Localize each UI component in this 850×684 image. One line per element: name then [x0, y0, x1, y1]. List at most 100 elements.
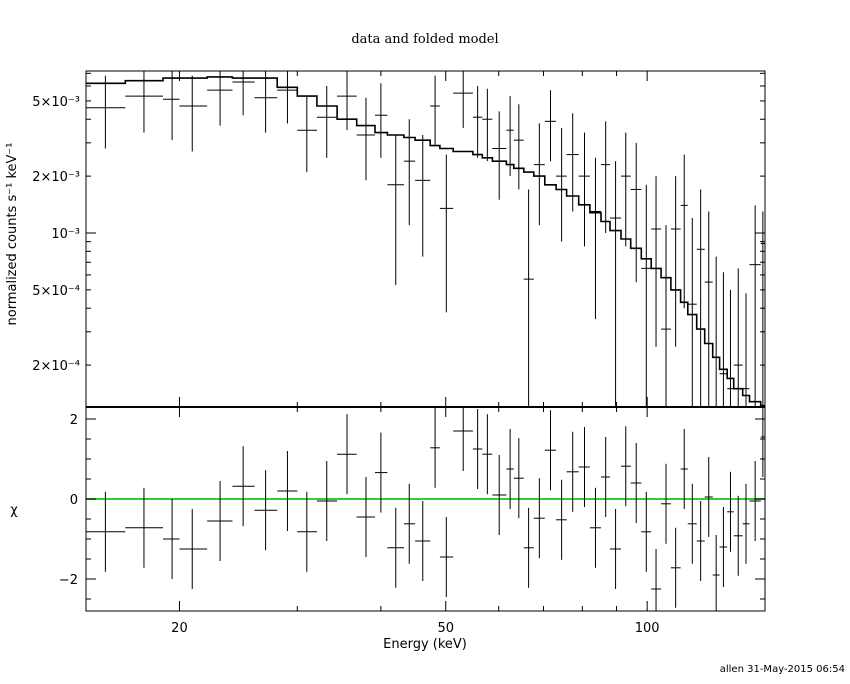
residual-point [316, 461, 338, 541]
x-tick-label: 50 [437, 621, 454, 636]
data-point [621, 132, 631, 247]
residual-point [277, 451, 298, 531]
data-point [733, 268, 743, 407]
residual-point [641, 491, 652, 572]
data-point [439, 154, 454, 313]
data-point [492, 111, 507, 200]
data-point [430, 75, 440, 146]
y-tick-label-top: 5×10⁻⁴ [32, 284, 80, 299]
residual-point [356, 477, 376, 557]
data-point [641, 184, 652, 407]
data-point [297, 96, 317, 173]
residual-point [403, 483, 416, 564]
residual-point [727, 471, 734, 552]
data-point [696, 189, 705, 407]
residual-point [254, 470, 278, 551]
data-point [207, 71, 233, 126]
bottom-axis-ticks: 20 50 100 −2 0 2 [59, 407, 765, 636]
data-point [387, 135, 404, 286]
residual-point [749, 461, 761, 541]
data-point [742, 293, 750, 407]
data-point [277, 71, 298, 124]
residual-point [523, 507, 534, 588]
data-point [453, 71, 473, 128]
data-point [179, 75, 208, 152]
data-point [578, 132, 590, 247]
residual-point [513, 438, 524, 519]
data-point [589, 157, 601, 320]
residual-point [630, 443, 642, 523]
residual-point [337, 414, 357, 495]
residual-point [232, 446, 255, 527]
data-point [403, 119, 416, 226]
residual-point [687, 483, 697, 564]
data-points-group [86, 71, 765, 407]
data-point [600, 121, 611, 234]
data-point [544, 90, 557, 162]
top-axis-ticks: 2×10⁻⁴ 5×10⁻⁴ 10⁻³ 2×10⁻³ 5×10⁻³ [32, 71, 765, 407]
residual-point [704, 457, 713, 537]
data-point [506, 96, 514, 177]
bottom-plot-frame [85, 406, 766, 612]
data-point [719, 272, 728, 407]
residual-points-group [86, 407, 765, 611]
residual-point [733, 495, 743, 576]
y-tick-label-top: 2×10⁻³ [32, 170, 80, 185]
residual-point [544, 410, 557, 491]
residual-point [492, 455, 507, 535]
data-point [472, 85, 483, 158]
x-axis-label: Energy (keV) [383, 637, 467, 652]
data-point [749, 205, 761, 407]
chart-title: data and folded model [351, 32, 498, 47]
residual-point [670, 527, 681, 608]
residual-point [661, 463, 671, 544]
residual-point [163, 499, 180, 579]
x-tick-label: 20 [171, 621, 188, 636]
residual-point [415, 501, 431, 581]
data-point [356, 97, 376, 181]
bottom-y-axis-label: χ [10, 503, 18, 518]
top-panel: 2×10⁻⁴ 5×10⁻⁴ 10⁻³ 2×10⁻³ 5×10⁻³ normalized … [5, 70, 766, 408]
residual-point [566, 431, 579, 512]
residual-point [760, 407, 765, 477]
data-point [125, 71, 164, 133]
residual-point [482, 414, 493, 495]
data-point [727, 289, 734, 407]
folded-model-line [86, 76, 765, 407]
residual-point [742, 483, 750, 564]
data-point [712, 256, 720, 407]
residual-point [533, 478, 545, 559]
data-point [482, 88, 493, 162]
residual-point [610, 509, 622, 589]
residual-point [125, 487, 164, 568]
y-tick-label-bottom: 2 [70, 413, 78, 428]
residual-point [179, 509, 208, 589]
data-point [163, 71, 180, 141]
residual-point [556, 479, 567, 560]
residual-point [297, 491, 317, 572]
top-plot-frame [85, 70, 766, 408]
residual-point [600, 437, 611, 517]
data-point [523, 189, 534, 407]
residual-point [207, 481, 233, 561]
y-tick-label-top: 2×10⁻⁴ [32, 359, 80, 374]
data-point [566, 113, 579, 212]
top-y-axis-label: normalized counts s⁻¹ keV⁻¹ [5, 143, 20, 326]
residual-point [651, 549, 662, 611]
data-point [760, 211, 765, 407]
residual-point [472, 409, 483, 489]
residual-point [680, 429, 688, 509]
data-point [630, 142, 642, 283]
residual-point [621, 426, 631, 507]
data-point [687, 218, 697, 407]
data-point [86, 75, 126, 149]
data-point [375, 83, 388, 158]
residual-point [430, 407, 440, 488]
data-point [680, 154, 688, 309]
data-point [610, 161, 622, 407]
residual-point [578, 427, 590, 507]
data-point [670, 176, 681, 347]
data-point [704, 211, 713, 407]
x-tick-label: 100 [635, 621, 660, 636]
data-point [254, 71, 278, 133]
